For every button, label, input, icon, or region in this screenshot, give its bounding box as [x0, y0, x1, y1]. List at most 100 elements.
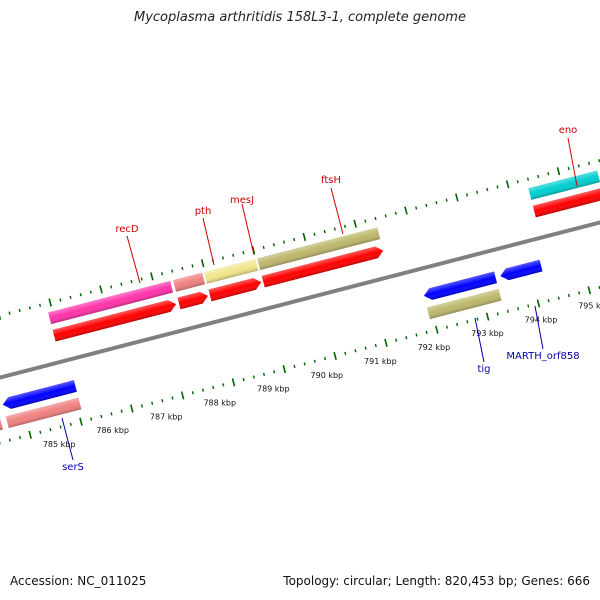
minor-tick: [8, 311, 11, 315]
major-tick: [485, 312, 490, 321]
scale-ticks-bottom: [0, 286, 600, 445]
minor-tick: [110, 412, 113, 416]
gene-label-eno[interactable]: eno: [559, 125, 578, 136]
major-tick: [200, 259, 205, 268]
minor-tick: [191, 391, 194, 395]
minor-tick: [547, 172, 550, 176]
feature-shading: [203, 258, 259, 284]
minor-tick: [445, 325, 449, 329]
gene-label-recD[interactable]: recD: [115, 224, 139, 235]
minor-tick: [394, 211, 397, 215]
minor-tick: [222, 383, 225, 387]
minor-tick: [160, 272, 164, 276]
minor-tick: [517, 307, 520, 311]
minor-tick: [323, 356, 327, 361]
gene-label-serS[interactable]: serS: [62, 462, 84, 473]
major-tick: [180, 391, 185, 400]
gene-labels: recD pth mesJ ftsH eno tig MARTH_orf858 …: [61, 125, 580, 473]
ftsH-leader: [330, 187, 344, 235]
minor-tick: [384, 214, 387, 218]
major-tick: [231, 378, 236, 387]
minor-tick: [120, 409, 123, 413]
minor-tick: [577, 164, 580, 168]
minor-tick: [537, 174, 540, 179]
major-tick: [455, 193, 459, 202]
minor-tick: [598, 159, 600, 163]
minor-tick: [171, 269, 174, 273]
minor-tick: [405, 335, 408, 340]
minor-tick: [425, 203, 428, 207]
map-title: Mycoplasma arthritidis 158L3-1, complete…: [134, 10, 466, 25]
scale-label: 786 kbp: [96, 426, 129, 435]
recD-leader: [126, 235, 141, 284]
major-tick: [79, 417, 83, 426]
minor-tick: [18, 308, 21, 313]
minor-tick: [445, 198, 448, 202]
major-tick: [302, 232, 307, 241]
minor-tick: [282, 240, 286, 244]
minor-tick: [578, 291, 581, 295]
minor-tick: [364, 219, 367, 223]
scale-label: 787 kbp: [150, 412, 183, 421]
gene-label-tig[interactable]: tig: [477, 364, 490, 375]
minor-tick: [496, 312, 499, 316]
mesJ-leader: [241, 203, 255, 256]
minor-tick: [425, 330, 428, 334]
major-tick: [353, 219, 357, 228]
minor-tick: [100, 414, 103, 419]
feature-shading: [532, 187, 600, 218]
gene-label-marth-orf858[interactable]: MARTH_orf858: [506, 351, 579, 362]
minor-tick: [374, 343, 377, 348]
scale-label: 791 kbp: [364, 357, 397, 366]
minor-tick: [59, 425, 62, 429]
gene-label-pth[interactable]: pth: [195, 206, 212, 217]
minor-tick: [140, 404, 144, 408]
scale-label: 785 kbp: [43, 440, 76, 449]
scale-label: 788 kbp: [203, 398, 236, 407]
major-tick: [48, 298, 52, 307]
minor-tick: [79, 293, 82, 297]
minor-tick: [69, 295, 72, 299]
major-tick: [404, 206, 408, 215]
genome-summary-text: Topology: circular; Length: 820,453 bp; …: [283, 574, 590, 588]
minor-tick: [344, 351, 347, 355]
minor-tick: [303, 362, 306, 366]
major-tick: [384, 338, 388, 347]
gene-label-mesJ[interactable]: mesJ: [230, 195, 254, 206]
minor-tick: [120, 282, 123, 286]
minor-tick: [262, 245, 265, 250]
minor-tick: [476, 190, 479, 194]
major-tick: [28, 430, 32, 439]
minor-tick: [69, 422, 72, 426]
scale-label: 789 kbp: [257, 385, 290, 394]
feature-shading: [5, 397, 82, 428]
minor-tick: [39, 430, 42, 434]
major-tick: [587, 286, 592, 295]
minor-tick: [242, 251, 245, 255]
minor-tick: [90, 417, 93, 421]
pth-leader: [202, 217, 215, 266]
feature-shading: [52, 300, 177, 342]
feature-shading: [208, 278, 262, 302]
minor-tick: [364, 346, 367, 350]
scale-label: 790 kbp: [311, 371, 344, 380]
reverse-features: [0, 259, 543, 440]
major-tick: [282, 365, 287, 374]
minor-tick: [516, 180, 519, 184]
feature-shading: [2, 380, 77, 409]
minor-tick: [130, 279, 133, 284]
minor-tick: [557, 296, 560, 300]
minor-tick: [547, 299, 550, 303]
minor-tick: [567, 293, 570, 298]
minor-tick: [242, 378, 245, 382]
minor-tick: [354, 349, 357, 353]
minor-tick: [151, 401, 154, 405]
gene-label-ftsH[interactable]: ftsH: [321, 175, 341, 186]
feature-shading: [172, 272, 206, 292]
major-tick: [251, 245, 256, 255]
minor-tick: [456, 322, 459, 327]
minor-tick: [313, 359, 316, 363]
minor-tick: [49, 427, 52, 432]
minor-tick: [18, 435, 22, 440]
